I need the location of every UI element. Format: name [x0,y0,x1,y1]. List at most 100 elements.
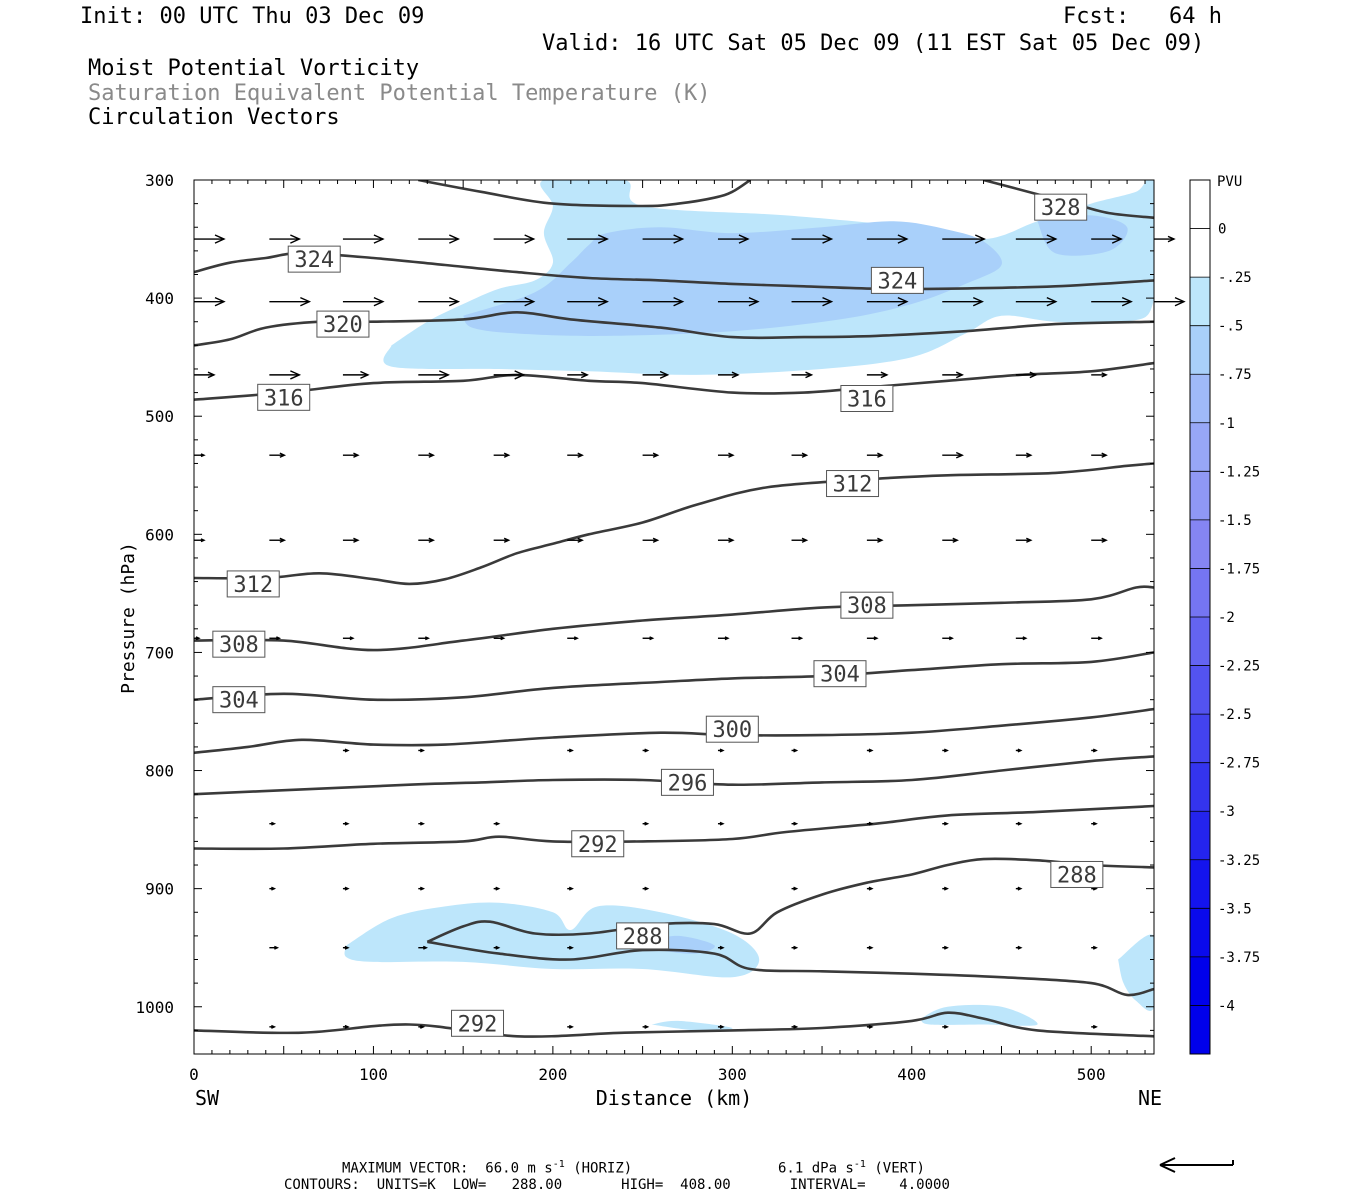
vector-head [568,945,574,950]
circulation-vector [866,945,874,950]
circulation-vector [342,537,360,543]
vector-head [207,371,216,379]
colorbar-bin [1190,762,1210,812]
circulation-vector [1091,296,1133,307]
vector-head [568,748,574,753]
vector-head [644,1024,650,1029]
vector-head [972,296,984,307]
vector-head [793,821,799,826]
vector-head [514,370,526,380]
colorbar-bin [1190,325,1210,375]
pv-region [463,221,1002,336]
colorbar-label: 0 [1218,222,1226,238]
contour-label-text: 328 [1041,196,1081,221]
colorbar-bin [1190,471,1210,520]
circulation-vector [791,748,799,753]
circulation-vector [1015,234,1058,244]
circulation-vector [642,821,650,826]
contour-label-292: 292 [571,830,625,858]
vector-head [271,1024,277,1029]
vector-head [200,538,206,543]
circulation-vector [493,945,501,950]
circulation-vector [567,371,589,379]
circulation-vector [493,636,506,641]
circulation-vector [717,452,735,458]
axes: 0 100 200 300 400 500 300 400 500 600 700 800 900 100… [135,171,1155,1084]
circulation-vector [269,296,312,307]
vector-head [822,234,834,244]
circulation-vector [1091,234,1123,244]
vector-head [877,452,884,458]
circulation-vector [791,1024,799,1029]
colorbar-bin [1190,714,1210,763]
vector-head [420,821,426,826]
vector-head [495,945,501,950]
vector-head [568,886,574,891]
circulation-vector [791,452,809,458]
circulation-vector [194,234,226,244]
contour-label-box [826,470,880,498]
vector-head [801,537,809,543]
vector-head [300,296,312,307]
theta-es-contour-312 [194,462,1154,586]
vector-head [719,748,725,753]
vert-value: 6.1 dPa s [778,1160,854,1177]
vector-head [577,537,584,543]
circulation-vector [1091,537,1108,543]
circulation-vector [942,371,964,379]
circulation-vector [1015,748,1023,753]
circulation-vector [567,537,584,543]
vector-head [719,1024,725,1029]
contour-label-text: 316 [264,386,304,411]
contour-label-316: 316 [840,385,894,413]
vector-head [1092,748,1098,753]
circulation-vector [342,636,355,641]
unit-exp-vert: -1 [853,1159,866,1170]
vector-head [801,452,809,458]
contour-label-box [212,686,266,714]
vector-head [276,636,282,641]
circulation-vector [866,1024,874,1029]
colorbar-bin [1190,422,1210,472]
circulation-vector [1015,537,1033,543]
contour-label-292: 292 [451,1009,505,1037]
y-tick-label: 900 [145,880,174,899]
circulation-vector [342,886,350,891]
circulation-vector [942,886,949,891]
vector-head [728,452,735,458]
circulation-vector [942,748,949,753]
x-right-end-label: NE [1138,1086,1162,1110]
circulation-vector [418,234,461,244]
vector-head [644,821,650,826]
theta-es-contour-304 [194,651,1154,702]
colorbar-bin [1190,374,1210,423]
colorbar-bin [1190,956,1210,1006]
pv-region [651,1020,733,1031]
vector-head [344,945,350,950]
contour-label-box [840,591,894,619]
vector-head [1026,537,1033,543]
circulation-vector [269,452,287,458]
max-vector-line: MAXIMUM VECTOR: 66.0 m s-1 (HORIZ) [342,1157,632,1177]
circulation-vector [493,886,501,891]
circulation-vector [1154,296,1186,307]
colorbar-bin [1190,228,1210,278]
pv-region [1037,215,1128,256]
vector-head [644,748,650,753]
circulation-vector [567,296,609,307]
pv-colorbar: 0 -.25 -.5 -.75 -1 -1.25 -1.5 -1.75 -2 -2.25 -2.5 -… [1189,179,1260,1055]
vector-head [952,537,959,543]
circulation-vector [342,370,370,379]
circulation-vector [567,886,574,891]
vector-head [420,886,426,891]
vector-head [524,296,536,307]
vector-head [673,234,685,244]
circulation-vector [942,945,949,950]
contour-label-text: 308 [847,594,887,619]
contour-label-300: 300 [705,715,759,743]
vector-head [868,748,874,753]
contour-label-304: 304 [212,686,266,714]
x-tick-label: 300 [718,1065,747,1084]
circulation-vector [717,945,725,950]
circulation-vector [866,821,874,826]
